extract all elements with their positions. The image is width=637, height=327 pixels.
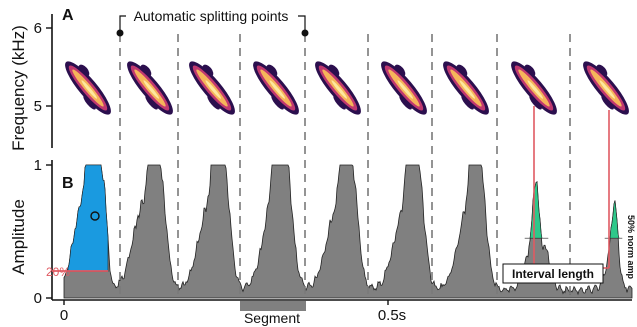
syllable-tail — [266, 64, 278, 77]
syllable-core — [81, 80, 98, 99]
syllable-core — [599, 80, 616, 99]
spectrogram-syllable — [189, 61, 235, 115]
threshold-20-marker: 20% — [46, 265, 108, 279]
highlight-layer — [67, 164, 623, 272]
segment-label: Segment — [244, 310, 300, 326]
syllable-tail — [328, 64, 340, 77]
syllable-tail — [202, 64, 214, 77]
centroid-marker — [90, 211, 100, 221]
spectrogram-syllable — [381, 61, 427, 115]
syllable-tail — [78, 64, 90, 77]
syllable-tail — [145, 95, 158, 110]
auto-split-label: Automatic splitting points — [134, 8, 289, 24]
syllable-core — [527, 80, 544, 99]
spectrogram-syllable — [511, 61, 557, 115]
spectrogram-syllable — [443, 61, 489, 115]
syllable-tail — [529, 95, 542, 110]
time-axis: 0 0.5s — [52, 299, 632, 324]
syllable-tail — [83, 95, 96, 110]
spectrogram-syllable — [253, 61, 299, 115]
amplitude-axis: 1 0 — [34, 157, 53, 307]
syllable-tail — [271, 95, 284, 110]
freq-tick-6: 6 — [34, 20, 42, 37]
norm-amp-label: 50% norm amp — [626, 215, 636, 280]
spectrogram-syllable — [315, 61, 361, 115]
syllable-core — [143, 80, 160, 99]
syllable-tail — [524, 64, 536, 77]
segment-bracket: Segment — [240, 301, 306, 326]
spectrogram-syllable — [127, 61, 173, 115]
interval-length-label: Interval length — [512, 267, 594, 281]
split-point-marker — [116, 29, 124, 37]
highlight-region-green — [524, 181, 549, 239]
spectrogram-syllable — [65, 61, 111, 115]
spectrogram-syllable — [583, 61, 629, 115]
syllable-core — [205, 80, 222, 99]
syllable-tail — [399, 95, 412, 110]
syllable-tail — [207, 95, 220, 110]
amp-tick-1: 1 — [34, 157, 42, 174]
interval-length-annotation: Interval length 50% norm amp — [502, 106, 636, 284]
frequency-axis: 6 5 — [34, 14, 53, 148]
panel-label-a: A — [62, 7, 74, 24]
syllable-tail — [596, 64, 608, 77]
syllable-core — [459, 80, 476, 99]
frequency-axis-title: Frequency (kHz) — [9, 25, 28, 151]
spectrogram-layer — [65, 61, 629, 115]
split-lines — [119, 34, 571, 300]
freq-tick-5: 5 — [34, 98, 42, 115]
syllable-tail — [394, 64, 406, 77]
syllable-core — [331, 80, 348, 99]
split-point-marker — [301, 29, 309, 37]
time-tick-05: 0.5s — [378, 307, 406, 324]
highlight-region-blue — [67, 164, 109, 272]
syllable-core — [397, 80, 414, 99]
syllable-core — [269, 80, 286, 99]
amplitude-axis-title: Amplitude — [9, 199, 28, 275]
syllable-tail — [601, 95, 614, 110]
syllable-tail — [140, 64, 152, 77]
syllable-tail — [461, 95, 474, 110]
syllable-tail — [333, 95, 346, 110]
syllable-tail — [456, 64, 468, 77]
panel-label-b: B — [62, 175, 74, 192]
amp-tick-0: 0 — [34, 290, 42, 307]
auto-split-annotation: Automatic splitting points — [116, 8, 309, 37]
threshold-20-label: 20% — [46, 265, 70, 279]
time-tick-0: 0 — [60, 307, 68, 324]
